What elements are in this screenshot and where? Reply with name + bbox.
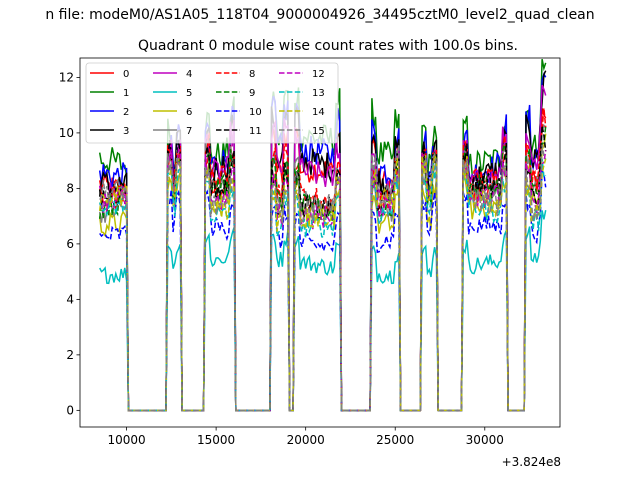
legend-label-1: 1 [123,88,129,99]
legend-label-0: 0 [123,69,129,80]
legend-label-11: 11 [249,126,262,137]
x-tick-label: 15000 [197,433,235,447]
series-line-9 [98,126,547,412]
legend-label-4: 4 [186,69,192,80]
legend-label-14: 14 [312,107,325,118]
legend-label-5: 5 [186,88,192,99]
series-line-13 [98,158,547,412]
y-tick-label: 2 [66,348,74,362]
x-axis: 10000 15000 20000 25000 30000 [107,427,504,447]
legend-label-3: 3 [123,126,129,137]
y-tick-label: 12 [59,70,74,84]
x-tick-label: 30000 [466,433,504,447]
series-line-5 [99,210,547,412]
chart-title: Quadrant 0 module wise count rates with … [138,38,518,54]
axes-frame [79,57,561,428]
legend-label-10: 10 [249,107,262,118]
x-offset-label: +3.824e8 [502,455,561,469]
legend-label-9: 9 [249,88,255,99]
x-tick-label: 10000 [107,433,145,447]
series-line-10 [99,167,547,412]
x-tick-label: 25000 [376,433,414,447]
x-tick-label: 20000 [287,433,325,447]
legend-label-8: 8 [249,69,255,80]
legend-box [85,62,339,144]
legend-label-2: 2 [123,107,129,118]
y-tick-label: 4 [66,292,74,306]
plot-area [98,59,547,412]
figure-suptitle: n file: modeM0/AS1A05_118T04_9000004926_… [45,7,594,23]
series-line-8 [99,107,547,412]
legend-label-12: 12 [312,69,325,80]
legend-label-13: 13 [312,88,325,99]
y-tick-label: 10 [59,126,74,140]
y-tick-label: 0 [66,403,74,417]
legend-label-7: 7 [186,126,192,137]
y-tick-label: 8 [66,181,74,195]
y-axis: 0 2 4 6 8 10 12 [59,70,80,417]
legend-label-15: 15 [312,126,325,137]
legend-label-6: 6 [186,107,192,118]
y-tick-label: 6 [66,237,74,251]
series-line-12 [99,146,547,412]
series-line-15 [99,144,547,412]
